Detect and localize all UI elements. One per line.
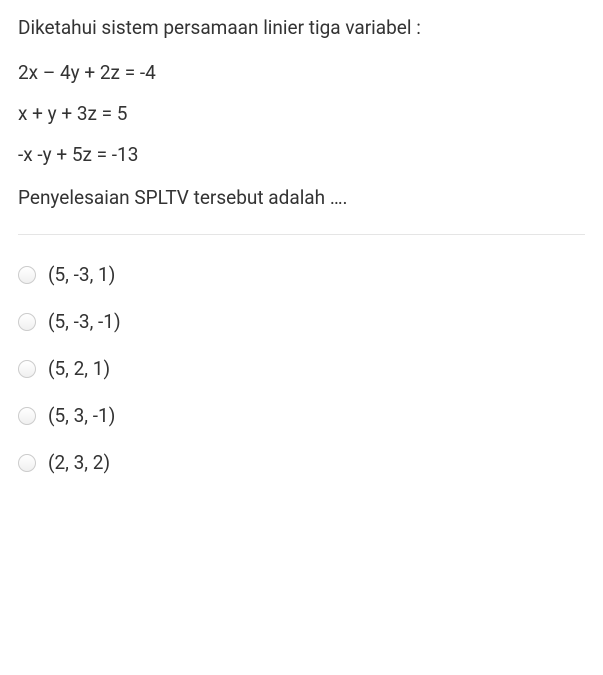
option-row[interactable]: (5, -3, 1) (18, 263, 585, 286)
radio-icon[interactable] (18, 360, 36, 378)
option-row[interactable]: (2, 3, 2) (18, 451, 585, 474)
option-row[interactable]: (5, 2, 1) (18, 357, 585, 380)
radio-icon[interactable] (18, 454, 36, 472)
radio-icon[interactable] (18, 407, 36, 425)
radio-icon[interactable] (18, 266, 36, 284)
question-prompt: Penyelesaian SPLTV tersebut adalah …. (18, 184, 585, 213)
equation-3: -x -y + 5z = -13 (18, 143, 585, 166)
option-label: (5, 2, 1) (48, 357, 110, 380)
question-block: Diketahui sistem persamaan linier tiga v… (18, 14, 585, 212)
question-intro: Diketahui sistem persamaan linier tiga v… (18, 14, 585, 43)
equation-2: x + y + 3z = 5 (18, 102, 585, 125)
option-label: (5, -3, 1) (48, 263, 115, 286)
divider (18, 234, 585, 235)
equation-1: 2x – 4y + 2z = -4 (18, 61, 585, 84)
option-label: (5, 3, -1) (48, 404, 115, 427)
options-list: (5, -3, 1) (5, -3, -1) (5, 2, 1) (5, 3, … (18, 263, 585, 474)
option-row[interactable]: (5, -3, -1) (18, 310, 585, 333)
option-label: (2, 3, 2) (48, 451, 110, 474)
option-label: (5, -3, -1) (48, 310, 121, 333)
option-row[interactable]: (5, 3, -1) (18, 404, 585, 427)
radio-icon[interactable] (18, 313, 36, 331)
